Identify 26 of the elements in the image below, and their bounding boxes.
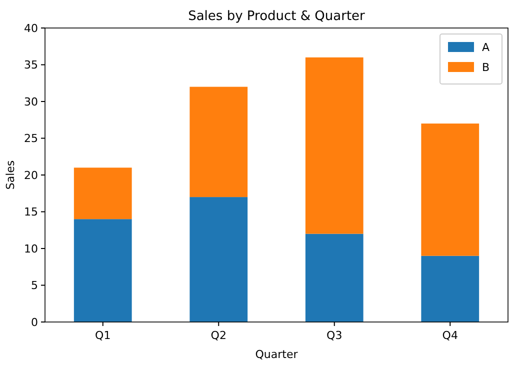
- y-tick-label: 30: [24, 95, 38, 108]
- legend-label: B: [482, 60, 490, 74]
- y-axis-title: Sales: [4, 160, 17, 190]
- bar: [305, 57, 364, 234]
- x-tick-label: Q4: [442, 329, 458, 342]
- y-tick-label: 5: [31, 279, 38, 292]
- bar: [190, 197, 248, 322]
- y-tick-label: 20: [24, 168, 38, 182]
- y-tick-label: 10: [24, 242, 38, 256]
- x-tick-label: Q2: [210, 329, 226, 342]
- y-tick-label: 25: [24, 132, 38, 146]
- y-tick-label: 40: [24, 22, 38, 35]
- bar: [421, 124, 480, 256]
- x-axis-title: Quarter: [255, 348, 298, 361]
- bar: [74, 168, 132, 220]
- bar: [74, 219, 132, 322]
- x-tick-label: Q1: [95, 329, 111, 342]
- y-tick-label: 15: [24, 206, 38, 219]
- y-tick-label: 35: [24, 58, 38, 72]
- bar: [305, 234, 364, 322]
- y-tick-label: 0: [31, 316, 38, 329]
- x-tick-label: Q3: [326, 329, 342, 342]
- chart-title: Sales by Product & Quarter: [188, 9, 366, 24]
- legend-label: A: [482, 40, 490, 54]
- bar: [421, 256, 480, 322]
- bar: [190, 86, 248, 198]
